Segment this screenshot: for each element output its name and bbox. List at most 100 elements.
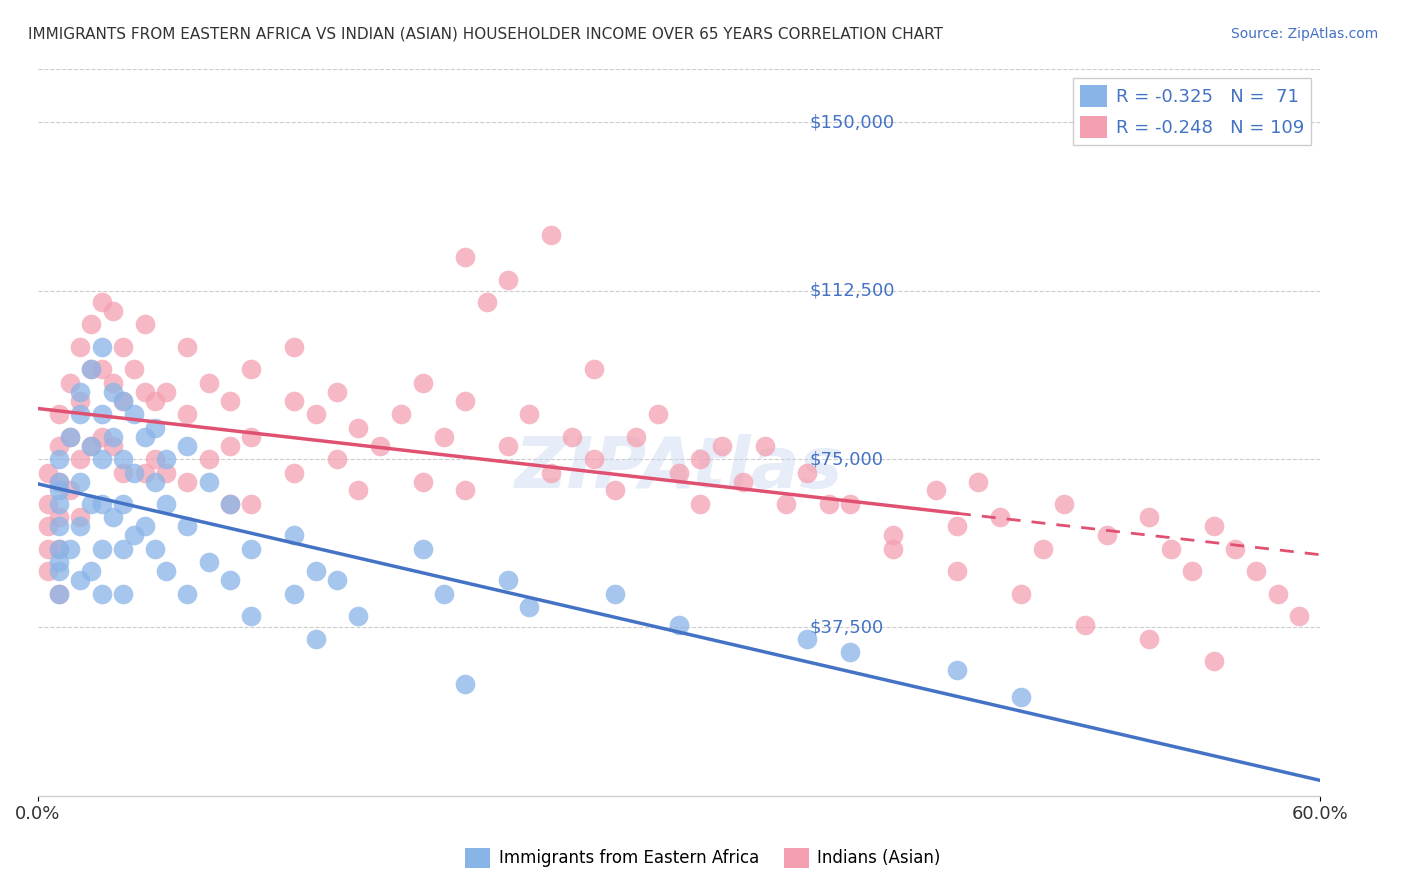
Point [134,384,156,399]
Point [561,429,583,443]
Point [582,362,605,376]
Point [80,439,103,453]
Point [1202,519,1225,533]
Point [283,587,305,601]
Point [80,362,103,376]
Point [496,574,519,588]
Point [647,407,669,421]
Point [134,318,156,332]
Point [112,541,135,556]
Point [112,587,135,601]
Point [134,466,156,480]
Point [101,429,124,443]
Point [1246,564,1268,578]
Point [454,250,477,264]
Point [122,466,145,480]
Point [1053,497,1076,511]
Point [90,452,112,467]
Point [48,475,70,489]
Point [143,393,166,408]
Point [143,541,166,556]
Point [155,564,177,578]
Point [197,475,219,489]
Point [80,497,103,511]
Point [219,497,242,511]
Point [733,475,755,489]
Point [240,362,263,376]
Point [69,475,91,489]
Point [37,564,59,578]
Point [519,407,541,421]
Point [155,497,177,511]
Point [197,376,219,390]
Point [433,429,456,443]
Point [59,483,82,498]
Point [240,497,263,511]
Point [219,439,242,453]
Legend: R = -0.325   N =  71, R = -0.248   N = 109: R = -0.325 N = 71, R = -0.248 N = 109 [1073,78,1312,145]
Point [80,318,103,332]
Point [283,528,305,542]
Point [219,393,242,408]
Text: IMMIGRANTS FROM EASTERN AFRICA VS INDIAN (ASIAN) HOUSEHOLDER INCOME OVER 65 YEAR: IMMIGRANTS FROM EASTERN AFRICA VS INDIAN… [28,27,943,42]
Point [882,528,904,542]
Point [496,272,519,286]
Point [1095,528,1118,542]
Point [69,519,91,533]
Point [775,497,797,511]
Point [48,407,70,421]
Point [48,519,70,533]
Point [143,420,166,434]
Point [48,541,70,556]
Point [347,420,370,434]
Point [155,452,177,467]
Point [37,497,59,511]
Point [37,541,59,556]
Legend: Immigrants from Eastern Africa, Indians (Asian): Immigrants from Eastern Africa, Indians … [458,841,948,875]
Point [540,227,562,242]
Point [603,483,626,498]
Point [48,541,70,556]
Point [69,393,91,408]
Point [48,587,70,601]
Point [197,555,219,569]
Point [90,407,112,421]
Point [122,528,145,542]
Point [1010,690,1032,704]
Point [176,407,198,421]
Point [240,429,263,443]
Point [101,439,124,453]
Point [412,541,434,556]
Point [1010,587,1032,601]
Point [219,497,242,511]
Text: $112,500: $112,500 [810,282,896,300]
Point [796,466,818,480]
Point [48,439,70,453]
Point [37,519,59,533]
Point [668,618,690,632]
Text: $37,500: $37,500 [810,618,884,636]
Point [101,376,124,390]
Point [48,483,70,498]
Point [59,376,82,390]
Point [1223,541,1246,556]
Point [80,439,103,453]
Point [69,452,91,467]
Point [1181,564,1204,578]
Point [1074,618,1097,632]
Point [304,407,326,421]
Point [689,497,711,511]
Point [143,452,166,467]
Point [59,429,82,443]
Point [475,295,498,310]
Point [69,510,91,524]
Point [240,541,263,556]
Point [754,439,776,453]
Point [283,466,305,480]
Point [134,519,156,533]
Point [454,483,477,498]
Point [582,452,605,467]
Point [389,407,412,421]
Text: $150,000: $150,000 [810,113,896,131]
Point [347,483,370,498]
